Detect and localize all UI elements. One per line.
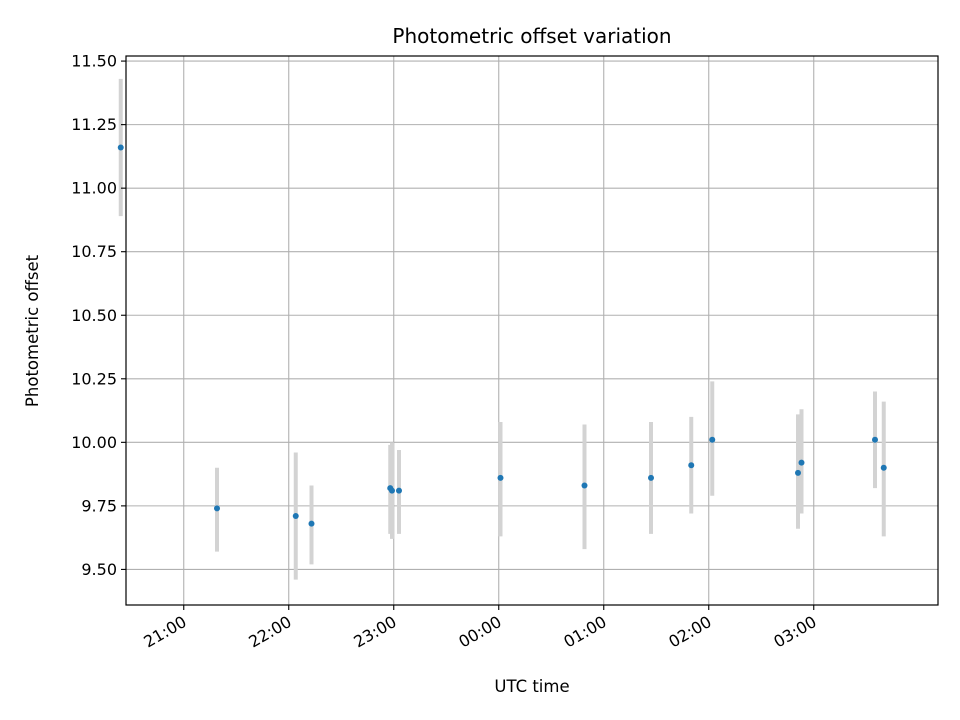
y-tick-label: 11.50 [71,52,117,71]
y-tick-label: 10.25 [71,369,117,388]
y-tick-label: 9.50 [81,560,117,579]
grid [126,56,938,605]
data-point [798,459,805,466]
data-points [117,144,887,527]
y-axis-ticks: 9.50 9.75 10.00 10.25 10.50 10.75 11.00 11.25 11… [71,52,126,579]
data-point [292,513,299,520]
y-tick-label: 9.75 [81,496,117,515]
x-axis-label: UTC time [494,677,569,696]
data-point [872,436,878,443]
data-point [396,487,402,494]
data-point [688,462,695,469]
data-point [214,505,220,512]
y-tick-label: 10.50 [71,306,117,325]
y-tick-label: 11.00 [71,179,117,198]
data-point [117,144,124,151]
data-point [308,520,315,527]
data-point [880,464,887,471]
data-point [389,487,395,494]
chart-title: Photometric offset variation [392,24,671,48]
y-tick-label: 10.00 [71,433,117,452]
y-tick-label: 11.25 [71,115,117,134]
y-tick-label: 10.75 [71,242,117,261]
data-point [581,482,588,489]
data-point [795,469,801,476]
data-point [648,474,654,481]
plot-area-frame [125,55,939,606]
data-point [497,474,504,481]
y-axis-label: Photometric offset [23,254,42,407]
data-point [709,436,716,443]
